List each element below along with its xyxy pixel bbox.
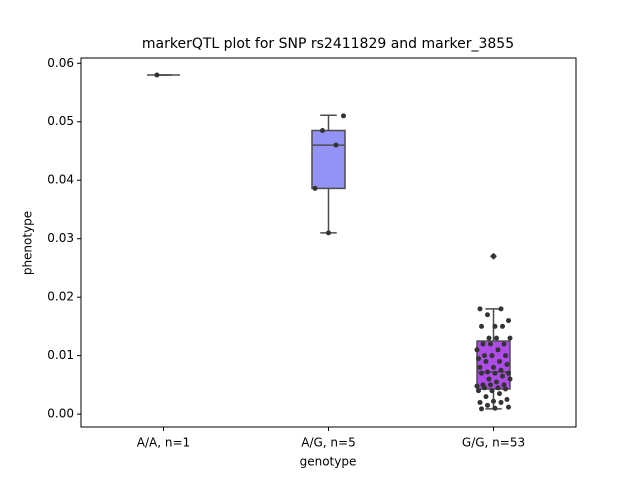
strip-point — [341, 113, 346, 119]
strip-point — [474, 383, 480, 389]
strip-point — [492, 323, 498, 329]
strip-point — [480, 341, 486, 347]
strip-point — [476, 388, 481, 394]
box — [311, 129, 346, 190]
strip-point — [497, 359, 502, 365]
strip-point — [489, 353, 495, 359]
y-tick-label: 0.02 — [47, 290, 74, 304]
strip-point — [486, 376, 492, 382]
y-tick-label: 0.06 — [47, 56, 74, 70]
strip-point — [503, 386, 508, 392]
strip-point — [474, 347, 480, 353]
strip-point — [486, 335, 492, 341]
x-tick-label: G/G, n=53 — [462, 436, 525, 450]
strip-point — [483, 394, 489, 400]
plot-frame — [80, 57, 577, 428]
x-tick-label: A/A, n=1 — [137, 436, 190, 450]
y-tick-label: 0.01 — [47, 348, 74, 362]
strip-point — [482, 353, 487, 359]
strip-point — [477, 364, 483, 370]
strip-point — [485, 312, 490, 318]
strip-point — [488, 341, 493, 347]
strip-point — [498, 367, 504, 373]
strip-point — [503, 353, 508, 359]
strip-point — [495, 385, 501, 391]
strip-point — [479, 370, 484, 376]
strip-point — [506, 370, 511, 376]
strip-point — [483, 359, 489, 365]
strip-point — [326, 230, 331, 236]
strip-point — [491, 253, 496, 259]
strip-point — [507, 376, 513, 382]
strip-point — [501, 382, 507, 388]
strip-point — [479, 323, 484, 329]
strip-point — [312, 185, 318, 191]
y-tick-label: 0.05 — [47, 114, 74, 128]
strip-point — [501, 341, 507, 347]
x-axis-label: genotype — [300, 455, 357, 469]
strip-point — [476, 356, 481, 362]
strip-point — [320, 128, 325, 134]
strip-point — [479, 406, 484, 412]
strip-point — [482, 385, 487, 391]
strip-point — [507, 335, 513, 341]
strip-point — [506, 404, 511, 410]
y-tick-label: 0.00 — [47, 407, 74, 421]
strip-point — [495, 347, 501, 353]
strip-point — [333, 142, 339, 148]
strip-point — [489, 388, 495, 394]
strip-point — [477, 306, 483, 312]
strip-point — [497, 391, 502, 397]
strip-point — [494, 335, 499, 341]
y-axis-label: phenotype — [21, 211, 35, 275]
strip-point — [504, 397, 510, 403]
strip-point — [500, 323, 505, 329]
strip-point — [477, 399, 483, 405]
strip-point — [491, 398, 496, 404]
strip-point — [498, 306, 504, 312]
y-tick-label: 0.03 — [47, 231, 74, 245]
strip-point — [500, 373, 505, 379]
strip-point — [154, 72, 160, 78]
strip-point — [506, 318, 511, 324]
y-tick-label: 0.04 — [47, 173, 74, 187]
strip-point — [488, 382, 493, 388]
strip-point — [485, 369, 490, 375]
strip-point — [504, 361, 510, 367]
strip-point — [498, 399, 504, 405]
x-tick-label: A/G, n=5 — [301, 436, 355, 450]
chart-title: markerQTL plot for SNP rs2411829 and mar… — [142, 36, 514, 52]
strip-point — [492, 405, 498, 411]
strip-point — [492, 370, 498, 376]
strip-point — [485, 402, 490, 408]
strip-point — [494, 379, 499, 385]
strip-point — [491, 364, 496, 370]
